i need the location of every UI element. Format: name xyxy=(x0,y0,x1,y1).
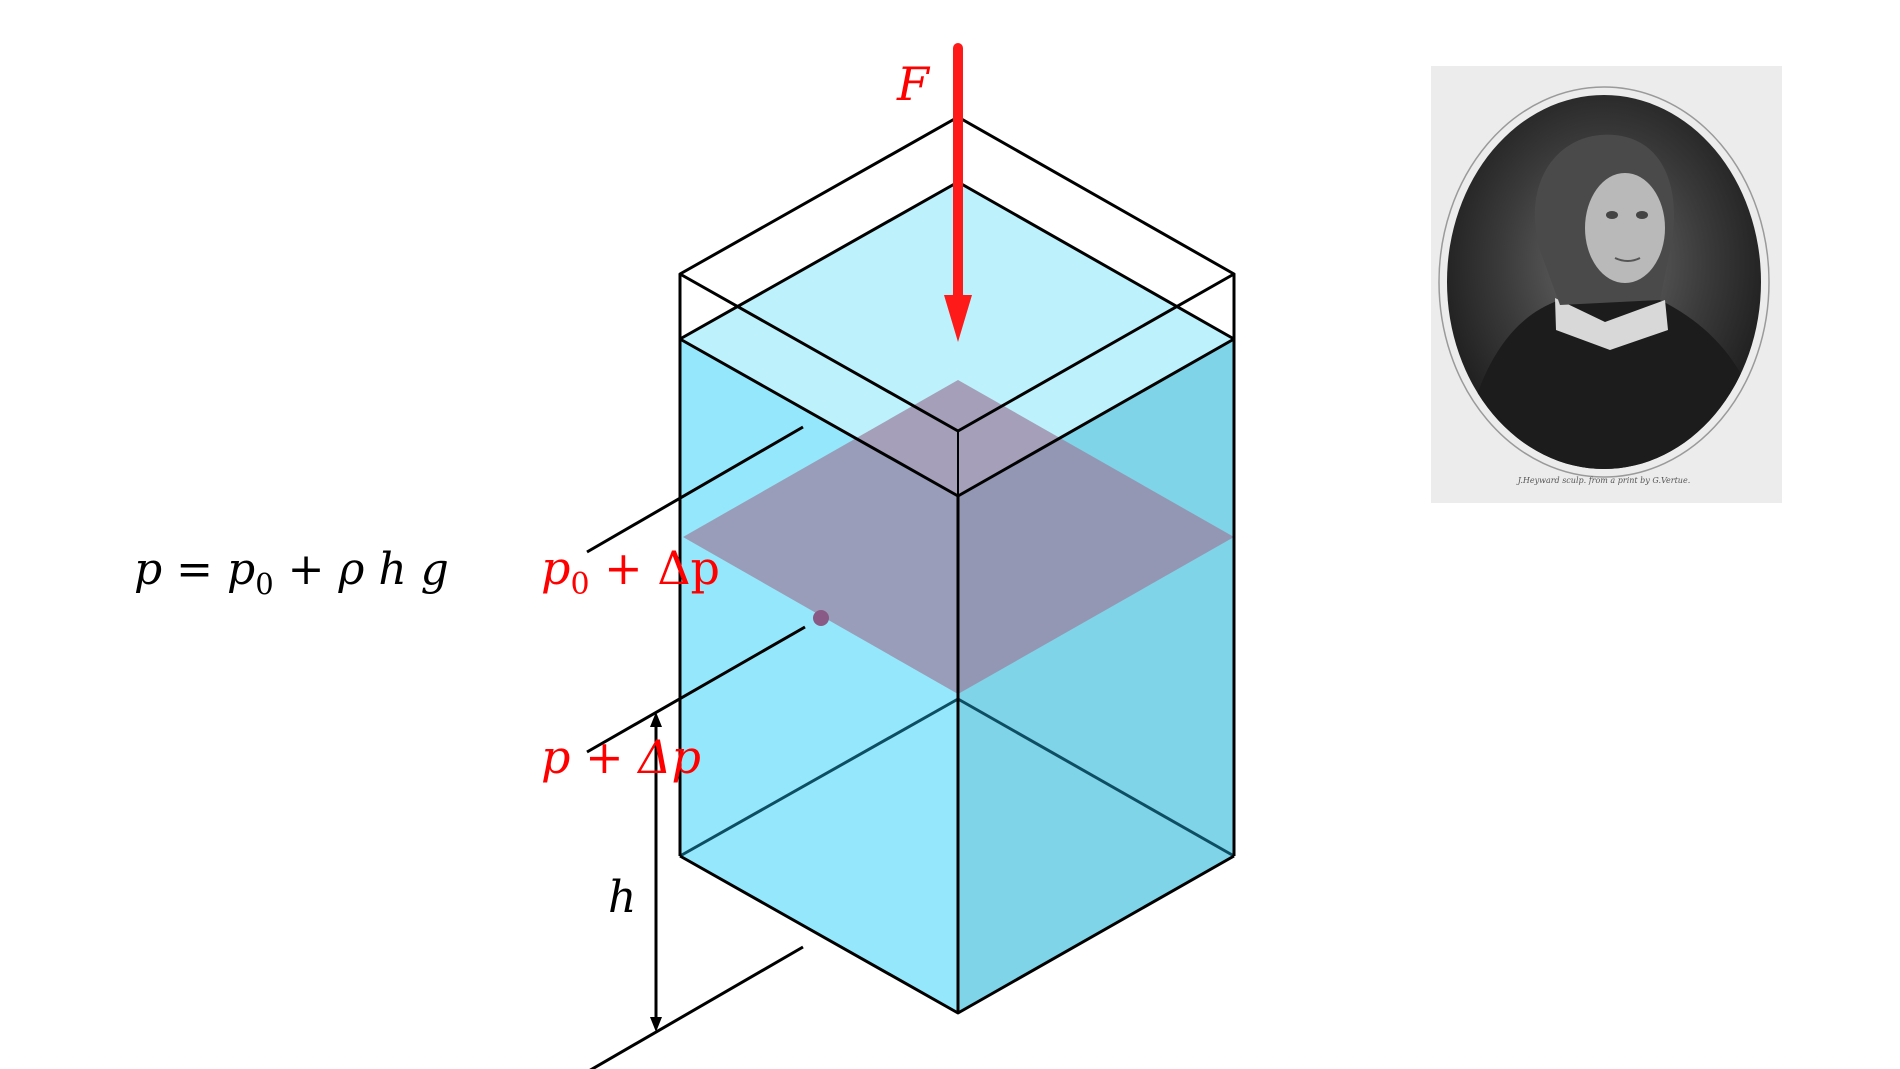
leader-lines xyxy=(586,425,806,1069)
force-arrow xyxy=(944,43,972,342)
force-label: F xyxy=(896,57,931,111)
upper-pressure-label: p0 + Δp xyxy=(541,541,720,602)
hidden-edge xyxy=(957,697,1235,858)
hydrostatic-formula: p = p0 + ρ h g xyxy=(134,544,449,601)
height-label: h xyxy=(608,872,636,923)
lower-pressure-label: p + Δp xyxy=(541,730,701,784)
fluid-point xyxy=(813,610,829,626)
height-arrow xyxy=(650,712,662,1032)
pascal-portrait: J.Heyward sculp. from a print by G.Vertu… xyxy=(1431,66,1782,503)
portrait-caption: J.Heyward sculp. from a print by G.Vertu… xyxy=(1516,476,1691,485)
hidden-edge xyxy=(679,697,959,858)
